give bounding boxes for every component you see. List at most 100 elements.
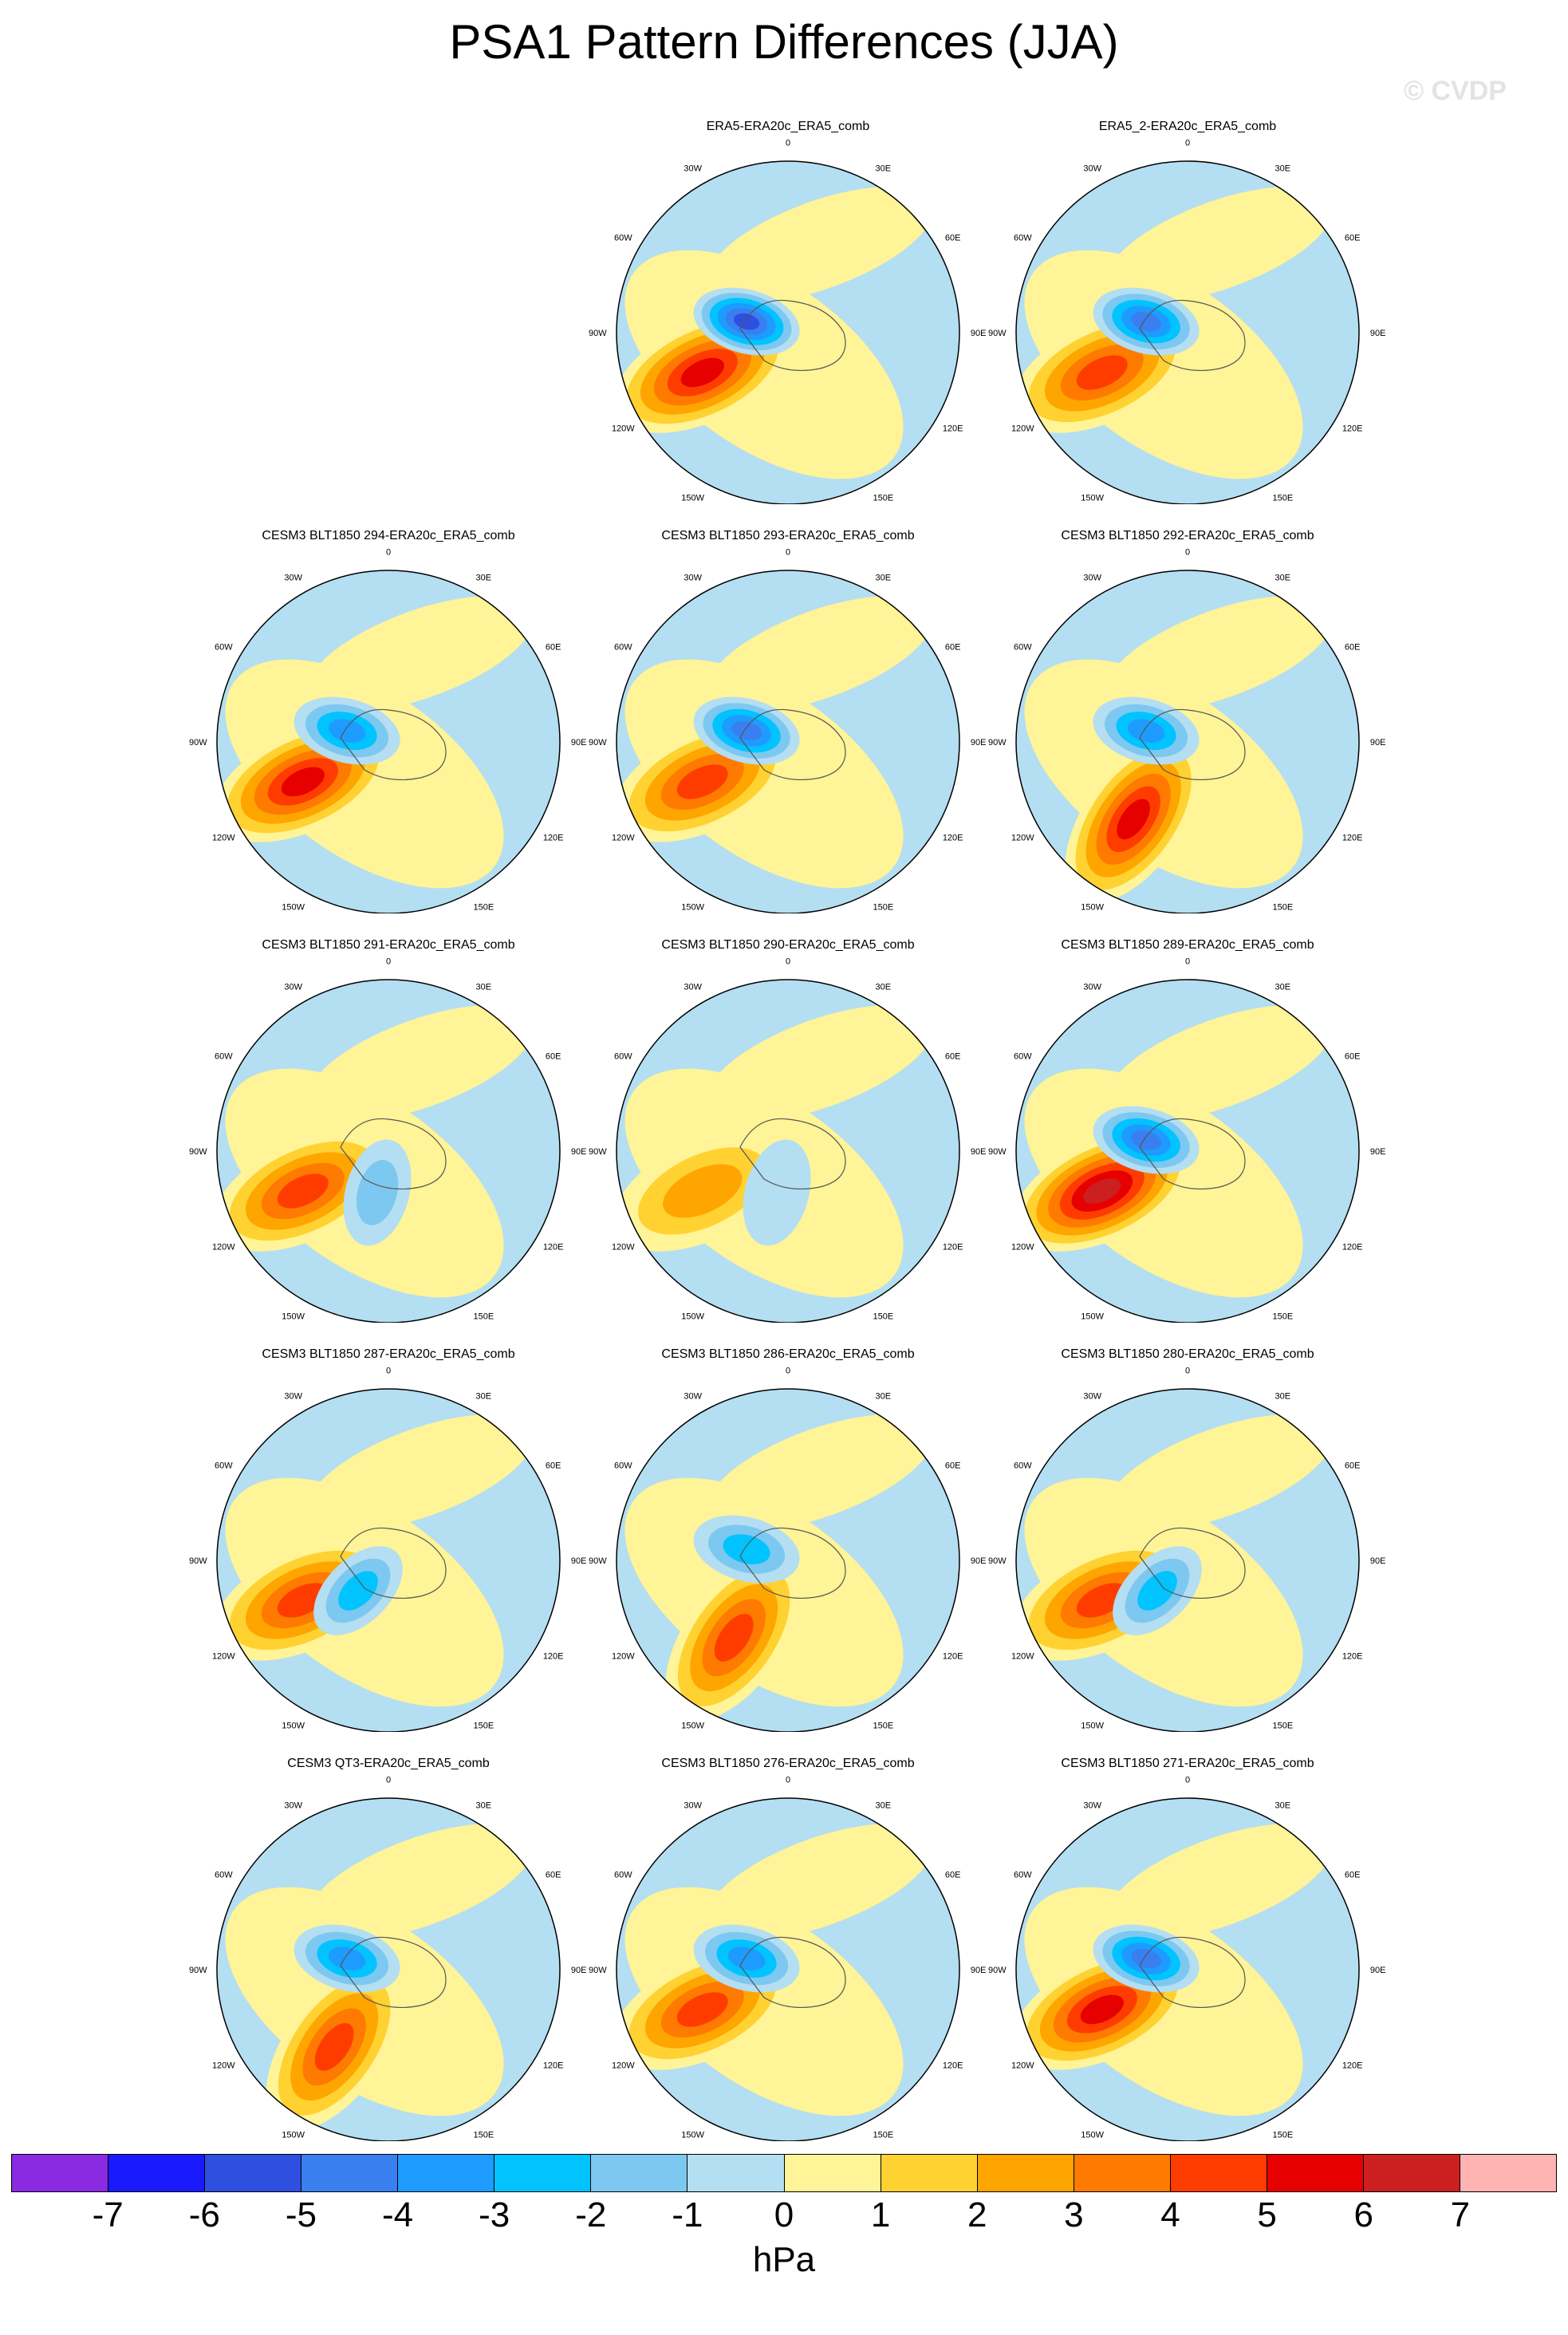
colorbar-tick-label: 4 — [1160, 2195, 1180, 2234]
colorbar-tick-label: 6 — [1353, 2195, 1373, 2234]
longitude-label: 150E — [473, 1722, 494, 1731]
longitude-label: 30E — [876, 1801, 892, 1810]
positive-center-contour-5 — [714, 1613, 754, 1662]
longitude-label: 60E — [546, 1052, 561, 1062]
longitude-label: 90E — [571, 1147, 587, 1157]
map-panel: CESM3 BLT1850 293-ERA20c_ERA5_comb 0 30E 60… — [585, 529, 991, 928]
longitude-label: 150E — [473, 1312, 494, 1322]
colorbar-segment — [1460, 2155, 1556, 2191]
longitude-label: 90E — [971, 1966, 987, 1975]
longitude-label: 120E — [543, 833, 564, 842]
negative-center-contour-3 — [338, 1571, 378, 1611]
negative-center-contour-1 — [743, 1139, 811, 1246]
longitude-label: 120W — [1011, 1651, 1034, 1661]
panel-title: CESM3 BLT1850 271-ERA20c_ERA5_comb — [1061, 1757, 1314, 1770]
panel-title: ERA5_2-ERA20c_ERA5_comb — [1098, 120, 1277, 133]
longitude-label: 0 — [1185, 1366, 1190, 1375]
negative-center-contour-5 — [731, 720, 762, 741]
cvdp-watermark: © CVDP — [1404, 76, 1507, 106]
negative-center-contour-4 — [328, 719, 366, 743]
longitude-label: 120W — [1011, 2061, 1034, 2070]
longitude-label: 30W — [284, 1801, 302, 1810]
polar-map: 030E60E90E120E150E180150W120W90W60W30W — [589, 1775, 987, 2141]
positive-center-contour-6 — [1080, 1994, 1124, 2025]
colorbar-tick-label: -3 — [479, 2195, 510, 2234]
longitude-label: 150E — [873, 494, 893, 503]
map-panel: CESM3 BLT1850 290-ERA20c_ERA5_comb 0 30E 60… — [585, 938, 991, 1337]
longitude-label: 30E — [876, 573, 892, 582]
longitude-label: 0 — [1185, 956, 1190, 966]
longitude-label: 0 — [786, 956, 790, 966]
longitude-label: 150E — [1272, 1722, 1293, 1731]
positive-band-north — [1105, 187, 1334, 303]
longitude-label: 150E — [873, 903, 893, 913]
longitude-label: 30W — [684, 164, 702, 173]
longitude-label: 120E — [1342, 1242, 1363, 1252]
polar-map: 030E60E90E120E150E180150W120W90W60W30W — [589, 547, 987, 913]
panel-title: CESM3 BLT1850 293-ERA20c_ERA5_comb — [661, 529, 915, 542]
negative-center-contour-4 — [328, 1946, 366, 1970]
map-border — [216, 570, 561, 913]
panel-title: CESM3 BLT1850 294-ERA20c_ERA5_comb — [262, 529, 515, 542]
longitude-label: 0 — [786, 138, 790, 148]
positive-band-north — [306, 1005, 534, 1122]
colorbar-tick-label: 3 — [1064, 2195, 1084, 2234]
longitude-label: 120W — [1011, 833, 1034, 842]
positive-band-north — [1105, 1414, 1334, 1531]
longitude-label: 30E — [1275, 1391, 1291, 1401]
longitude-label: 30E — [476, 573, 492, 582]
longitude-label: 150E — [1272, 494, 1293, 503]
longitude-label: 60W — [614, 1461, 632, 1471]
longitude-label: 60E — [945, 234, 961, 243]
longitude-label: 150E — [1272, 2131, 1293, 2140]
polar-map: 030E60E90E120E150E180150W120W90W60W30W — [988, 138, 1386, 504]
map-border — [1015, 1797, 1360, 2141]
longitude-label: 150W — [282, 903, 305, 913]
colorbar-tick-label: 1 — [870, 2195, 891, 2234]
longitude-label: 150W — [681, 903, 704, 913]
longitude-label: 120E — [943, 833, 963, 842]
longitude-label: 150W — [282, 1722, 305, 1731]
colorbar-segment — [784, 2155, 881, 2191]
positive-band-north — [1105, 1005, 1334, 1122]
map-panel: CESM3 BLT1850 271-ERA20c_ERA5_comb 0 30E 60… — [984, 1757, 1391, 2156]
longitude-label: 120W — [1011, 424, 1034, 433]
longitude-label: 120E — [1342, 424, 1363, 433]
antarctica-coastline — [340, 1118, 447, 1190]
map-border — [616, 1388, 960, 1732]
longitude-label: 150W — [1081, 1312, 1104, 1322]
negative-center-contour-2 — [356, 1159, 399, 1225]
longitude-label: 90W — [988, 329, 1007, 338]
map-border — [616, 979, 960, 1323]
longitude-label: 150W — [681, 494, 704, 503]
longitude-label: 150W — [681, 1312, 704, 1322]
longitude-label: 90W — [589, 738, 607, 747]
map-border — [1015, 979, 1360, 1323]
colorbar-units: hPa — [752, 2240, 816, 2279]
longitude-label: 60W — [614, 643, 632, 653]
longitude-label: 150E — [873, 2131, 893, 2140]
map-panel: CESM3 BLT1850 289-ERA20c_ERA5_comb 0 30E 60… — [984, 938, 1391, 1337]
longitude-label: 60E — [546, 1461, 561, 1471]
longitude-label: 60E — [546, 1871, 561, 1880]
positive-band-north — [1105, 1824, 1334, 1940]
map-panel: CESM3 BLT1850 294-ERA20c_ERA5_comb 0 30E 60… — [185, 529, 592, 928]
longitude-label: 0 — [786, 547, 790, 557]
longitude-label: 90E — [1370, 329, 1386, 338]
negative-center-contour-4 — [727, 1946, 766, 1970]
longitude-label: 150E — [1272, 1312, 1293, 1322]
longitude-label: 120E — [543, 2061, 564, 2070]
longitude-label: 120W — [612, 833, 635, 842]
panel-title: CESM3 BLT1850 289-ERA20c_ERA5_comb — [1061, 938, 1314, 952]
positive-band-north — [706, 596, 934, 712]
positive-center-contour-7 — [1083, 1178, 1121, 1204]
longitude-label: 30W — [284, 1391, 302, 1401]
longitude-label: 150W — [1081, 2131, 1104, 2140]
longitude-label: 0 — [386, 547, 391, 557]
antarctica-coastline — [739, 1936, 846, 2009]
panel-title: CESM3 BLT1850 276-ERA20c_ERA5_comb — [661, 1757, 915, 1770]
longitude-label: 90E — [971, 738, 987, 747]
longitude-label: 120E — [543, 1651, 564, 1661]
map-border — [616, 1797, 960, 2141]
longitude-label: 150W — [681, 2131, 704, 2140]
